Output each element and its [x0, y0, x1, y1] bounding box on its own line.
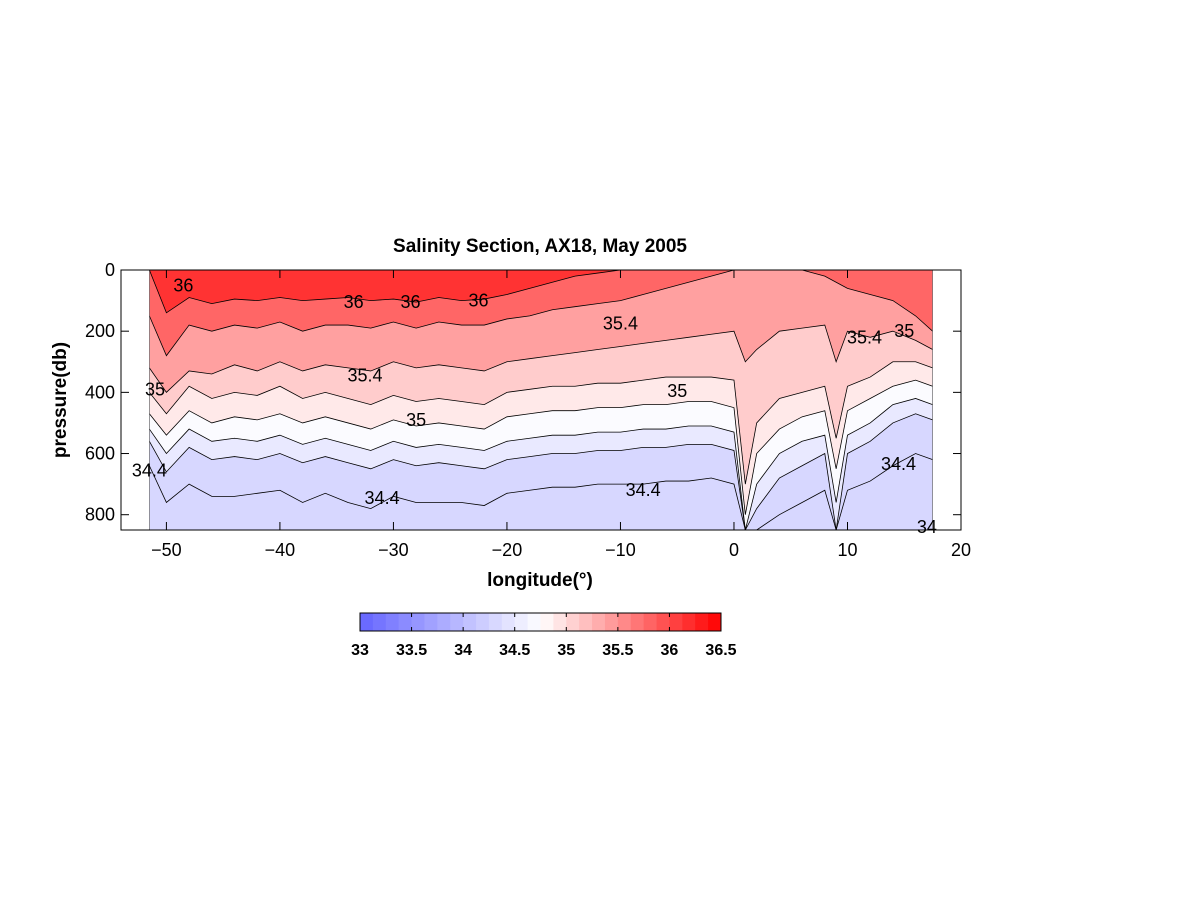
colorbar-segment — [514, 613, 529, 631]
colorbar-segment — [398, 613, 413, 631]
isohaline-line — [149, 270, 933, 357]
colorbar-segment — [488, 613, 503, 631]
contour-label: 35 — [667, 381, 687, 401]
colorbar: 33 33.5 34 34.5 35 35.5 36 36.5 — [351, 612, 737, 659]
colorbar-segment — [656, 613, 670, 631]
colorbar-segment — [630, 613, 645, 631]
colorbar-segment — [695, 613, 709, 631]
colorbar-tick-label: 36.5 — [705, 642, 736, 659]
contour-label: 35.4 — [348, 366, 383, 386]
colorbar-segment — [708, 613, 722, 631]
contour-label: 34.4 — [132, 460, 167, 480]
x-axis-label: longitude(°) — [487, 570, 593, 591]
colorbar-segment — [463, 613, 477, 631]
isohaline-line — [149, 379, 933, 515]
chart-title: Salinity Section, AX18, May 2005 — [393, 236, 687, 257]
salinity-fills — [149, 270, 933, 530]
y-tick-label: 200 — [85, 321, 115, 341]
contour-label: 36 — [400, 292, 420, 312]
contour-label: 34.4 — [365, 488, 400, 508]
colorbar-segment — [437, 613, 451, 631]
y-tick-label: 400 — [85, 382, 115, 402]
colorbar-segment — [682, 613, 696, 631]
x-axis-ticks: −50 −40 −30 −20 −10 0 10 20 — [151, 270, 971, 560]
axes-box — [120, 269, 962, 531]
y-tick-label: 800 — [85, 505, 115, 525]
colorbar-segment — [372, 613, 387, 631]
contour-label: 35.4 — [847, 327, 882, 347]
x-tick-label: −30 — [378, 540, 409, 560]
isohaline-line — [149, 453, 933, 530]
fill-layer — [149, 270, 933, 313]
contour-label: 36 — [173, 275, 193, 295]
isohaline-contours — [149, 270, 933, 530]
colorbar-tick-label: 35.5 — [602, 642, 633, 659]
y-axis-ticks: 0 200 400 600 800 — [85, 260, 961, 525]
colorbar-tick-label: 34.5 — [499, 642, 530, 659]
contour-label: 35.4 — [603, 314, 638, 334]
contour-label: 34.4 — [626, 480, 661, 500]
colorbar-segment — [592, 613, 606, 631]
colorbar-tick-label: 33 — [351, 642, 369, 659]
y-tick-label: 0 — [105, 260, 115, 280]
isohaline-line — [149, 398, 933, 530]
colorbar-segment — [540, 613, 554, 631]
colorbar-segment — [553, 613, 567, 631]
x-tick-label: 10 — [837, 540, 857, 560]
colorbar-segment — [604, 613, 619, 631]
colorbar-segment — [669, 613, 683, 631]
colorbar-segment — [476, 613, 490, 631]
isohaline-line — [149, 324, 933, 393]
colorbar-tick-label: 35 — [557, 642, 575, 659]
x-tick-label: −40 — [265, 540, 296, 560]
colorbar-tick-label: 36 — [661, 642, 679, 659]
colorbar-segment — [501, 613, 516, 631]
x-tick-label: −20 — [492, 540, 523, 560]
colorbar-tick-label: 34 — [454, 642, 472, 659]
colorbar-segment — [579, 613, 593, 631]
x-tick-label: 0 — [729, 540, 739, 560]
contour-label: 36 — [344, 292, 364, 312]
contour-labels: 36 36 36 36 35.4 35.4 35 35 35.4 35 35 34.4 34.4 34.4… — [132, 275, 937, 537]
isohaline-line — [149, 361, 933, 485]
colorbar-segment — [617, 613, 632, 631]
colorbar-segment — [527, 613, 541, 631]
contour-label: 35 — [894, 321, 914, 341]
x-tick-label: −10 — [605, 540, 636, 560]
colorbar-segment — [450, 613, 464, 631]
y-tick-label: 600 — [85, 444, 115, 464]
colorbar-segment — [643, 613, 658, 631]
y-axis-label: pressure(db) — [50, 342, 71, 458]
x-tick-label: 20 — [951, 540, 971, 560]
plot-frame — [120, 269, 962, 531]
colorbar-tick-label: 33.5 — [396, 642, 427, 659]
contour-label: 34 — [917, 517, 937, 537]
isohaline-line — [149, 413, 933, 530]
contour-label: 35 — [145, 379, 165, 399]
contour-label: 34.4 — [881, 454, 916, 474]
colorbar-segment — [411, 613, 425, 631]
colorbar-frame — [359, 612, 722, 632]
colorbar-segment — [385, 613, 400, 631]
x-tick-label: −50 — [151, 540, 182, 560]
colorbar-segment — [566, 613, 580, 631]
contour-label: 35 — [406, 410, 426, 430]
isohaline-line — [149, 270, 933, 314]
contour-label: 36 — [469, 291, 489, 311]
colorbar-segment — [424, 613, 438, 631]
colorbar-segment — [360, 613, 374, 631]
